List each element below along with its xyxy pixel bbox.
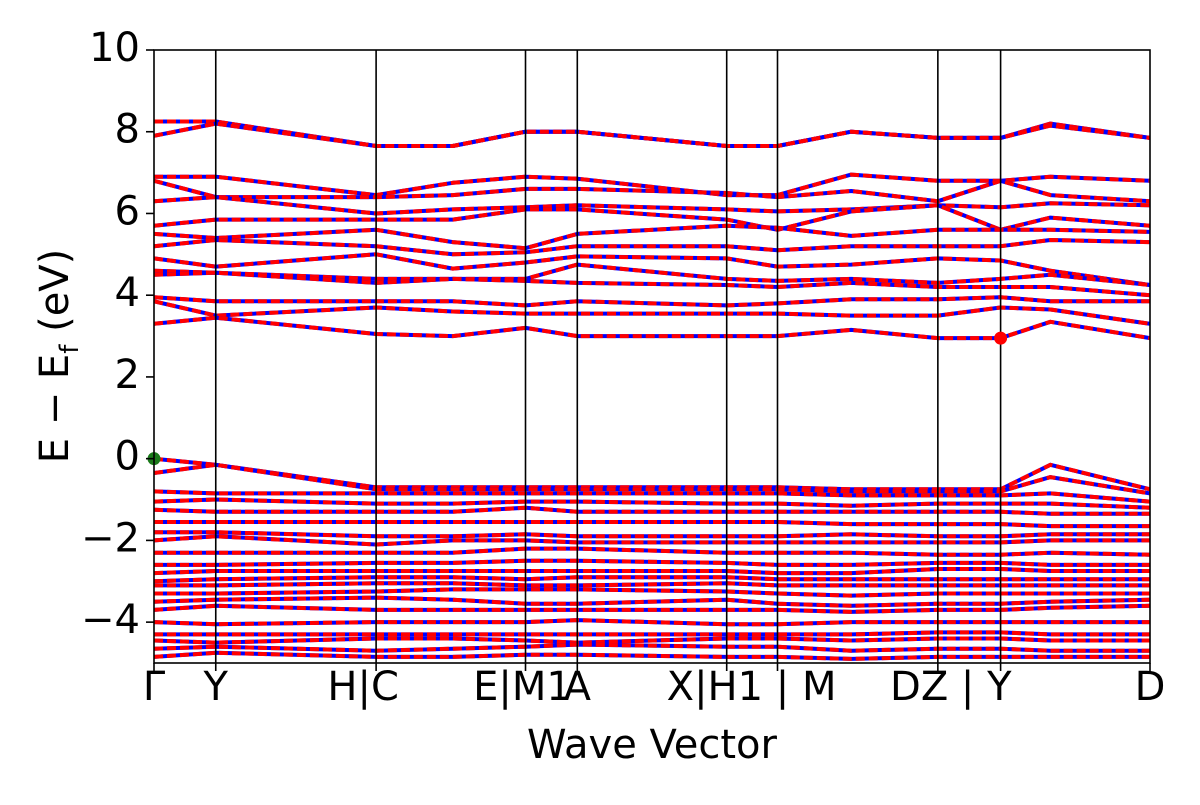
x-tick-label-4: A [564,664,592,710]
y-tick-label-7: 10 [89,25,140,71]
y-tick-label-2: 0 [115,434,140,480]
cbm-point [994,331,1008,345]
y-tick-label-3: 2 [115,352,140,398]
kpath-lines [214,50,1002,663]
x-tick-label-7: D [1135,664,1166,710]
y-axis-label: E − Ef (eV) [32,249,85,464]
y-axis-label-sub: f [55,344,85,354]
x-tick-label-0: Γ [143,664,166,710]
y-tick-label-5: 6 [115,188,140,234]
y-tick-label-6: 8 [115,107,140,153]
x-tick-label-5: X|H1 | M [667,664,837,710]
plot-frame [153,49,1151,664]
x-axis-label: Wave Vector [527,722,778,768]
x-tick-label-3: E|M1 [473,664,572,710]
y-tick-label-4: 4 [115,270,140,316]
y-axis-label-unit: (eV) [32,249,78,345]
x-tick-label-2: H|C [327,664,398,710]
y-axis-ticks: −4 −2 0 2 4 6 8 10 [81,25,154,643]
x-axis-ticks: Γ Y H|C E|M1A X|H1 | M DZ | Y D [143,663,1166,710]
y-tick-label-0: −4 [81,597,140,643]
y-axis-label-main: E − E [32,354,78,464]
y-tick-label-1: −2 [81,515,140,561]
x-tick-label-6: DZ | Y [890,664,1012,710]
x-tick-label-1: Y [203,664,229,710]
